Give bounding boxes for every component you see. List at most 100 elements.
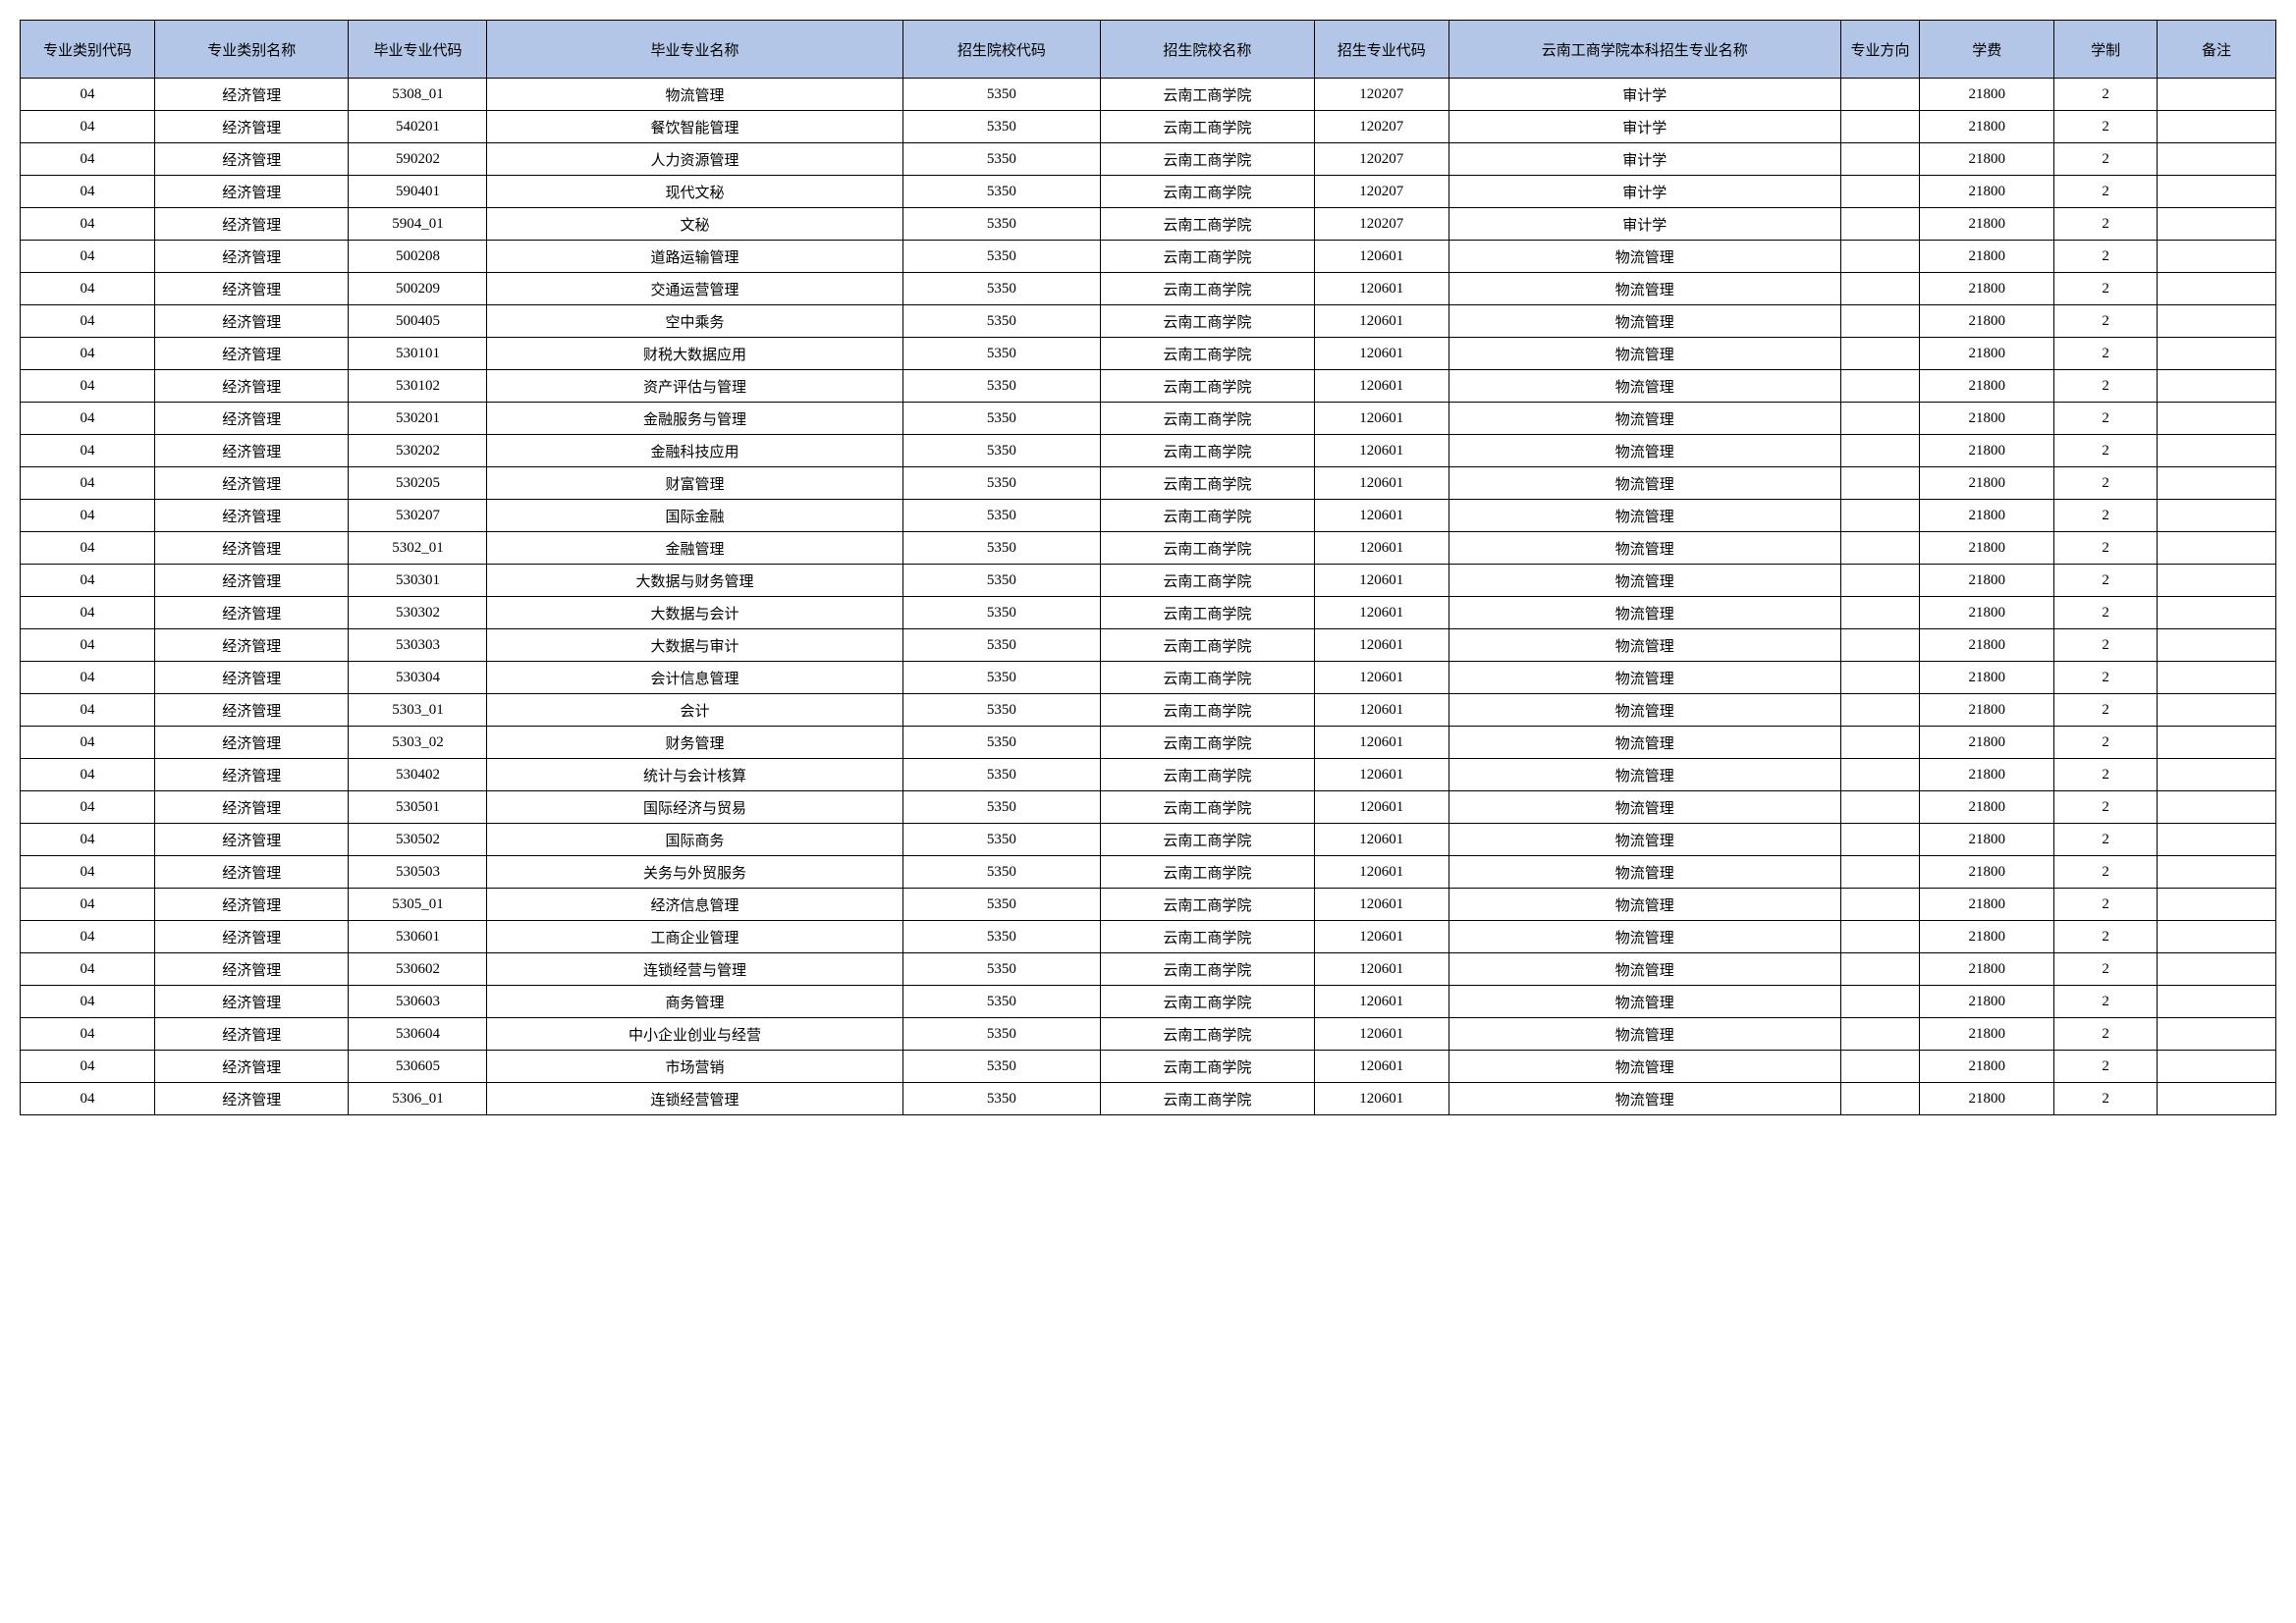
table-cell: 5350 — [902, 856, 1100, 889]
table-row: 04经济管理5305_01经济信息管理5350云南工商学院120601物流管理2… — [21, 889, 2276, 921]
table-cell: 云南工商学院 — [1101, 143, 1315, 176]
table-row: 04经济管理530304会计信息管理5350云南工商学院120601物流管理21… — [21, 662, 2276, 694]
table-cell: 21800 — [1920, 208, 2054, 241]
table-cell — [1840, 241, 1920, 273]
table-cell: 530601 — [349, 921, 487, 953]
table-cell: 云南工商学院 — [1101, 759, 1315, 791]
table-cell — [2158, 1051, 2276, 1083]
table-cell: 经济管理 — [155, 532, 349, 565]
table-cell: 工商企业管理 — [487, 921, 902, 953]
table-cell — [1840, 1018, 1920, 1051]
table-cell: 2 — [2054, 1018, 2158, 1051]
table-cell: 物流管理 — [487, 79, 902, 111]
table-cell: 经济管理 — [155, 467, 349, 500]
table-cell: 云南工商学院 — [1101, 79, 1315, 111]
table-cell: 120601 — [1314, 565, 1449, 597]
table-cell: 物流管理 — [1449, 467, 1840, 500]
table-cell: 21800 — [1920, 241, 2054, 273]
table-cell: 经济管理 — [155, 986, 349, 1018]
table-cell — [1840, 79, 1920, 111]
table-cell: 2 — [2054, 1051, 2158, 1083]
table-cell: 经济管理 — [155, 500, 349, 532]
table-row: 04经济管理530603商务管理5350云南工商学院120601物流管理2180… — [21, 986, 2276, 1018]
table-cell: 2 — [2054, 565, 2158, 597]
table-cell: 云南工商学院 — [1101, 921, 1315, 953]
table-cell — [1840, 921, 1920, 953]
table-cell: 经济信息管理 — [487, 889, 902, 921]
table-cell: 5350 — [902, 500, 1100, 532]
table-cell: 经济管理 — [155, 759, 349, 791]
table-cell: 21800 — [1920, 727, 2054, 759]
table-cell: 云南工商学院 — [1101, 629, 1315, 662]
table-cell: 5308_01 — [349, 79, 487, 111]
table-cell: 经济管理 — [155, 824, 349, 856]
table-cell: 云南工商学院 — [1101, 889, 1315, 921]
table-cell: 2 — [2054, 597, 2158, 629]
table-cell: 经济管理 — [155, 435, 349, 467]
table-cell — [2158, 953, 2276, 986]
table-cell: 2 — [2054, 370, 2158, 403]
table-cell: 540201 — [349, 111, 487, 143]
table-cell: 04 — [21, 338, 155, 370]
table-cell: 物流管理 — [1449, 791, 1840, 824]
table-cell: 21800 — [1920, 889, 2054, 921]
table-cell: 21800 — [1920, 532, 2054, 565]
table-row: 04经济管理5303_01会计5350云南工商学院120601物流管理21800… — [21, 694, 2276, 727]
table-cell — [1840, 953, 1920, 986]
table-cell: 04 — [21, 791, 155, 824]
column-header: 云南工商学院本科招生专业名称 — [1449, 21, 1840, 79]
table-cell: 120207 — [1314, 208, 1449, 241]
table-cell: 会计信息管理 — [487, 662, 902, 694]
table-cell: 120601 — [1314, 824, 1449, 856]
table-cell: 云南工商学院 — [1101, 241, 1315, 273]
table-cell: 经济管理 — [155, 629, 349, 662]
table-cell: 5303_01 — [349, 694, 487, 727]
table-cell: 21800 — [1920, 921, 2054, 953]
table-cell: 物流管理 — [1449, 435, 1840, 467]
table-cell: 120601 — [1314, 1051, 1449, 1083]
table-cell: 120601 — [1314, 338, 1449, 370]
table-cell — [2158, 370, 2276, 403]
table-cell: 5302_01 — [349, 532, 487, 565]
table-cell: 财富管理 — [487, 467, 902, 500]
column-header: 招生院校名称 — [1101, 21, 1315, 79]
table-cell — [1840, 305, 1920, 338]
table-cell: 04 — [21, 370, 155, 403]
table-cell: 5350 — [902, 338, 1100, 370]
table-cell — [1840, 176, 1920, 208]
table-cell: 物流管理 — [1449, 953, 1840, 986]
table-cell: 2 — [2054, 532, 2158, 565]
table-cell — [1840, 727, 1920, 759]
table-cell: 云南工商学院 — [1101, 1083, 1315, 1115]
table-cell: 云南工商学院 — [1101, 111, 1315, 143]
table-cell: 04 — [21, 111, 155, 143]
table-cell: 云南工商学院 — [1101, 791, 1315, 824]
table-cell: 04 — [21, 856, 155, 889]
table-cell — [1840, 532, 1920, 565]
table-cell: 21800 — [1920, 1051, 2054, 1083]
table-cell — [2158, 305, 2276, 338]
table-cell: 120601 — [1314, 727, 1449, 759]
table-row: 04经济管理530302大数据与会计5350云南工商学院120601物流管理21… — [21, 597, 2276, 629]
table-cell: 经济管理 — [155, 856, 349, 889]
table-cell: 04 — [21, 759, 155, 791]
table-cell: 2 — [2054, 953, 2158, 986]
table-row: 04经济管理530205财富管理5350云南工商学院120601物流管理2180… — [21, 467, 2276, 500]
table-cell: 5350 — [902, 889, 1100, 921]
table-cell: 经济管理 — [155, 694, 349, 727]
table-cell: 21800 — [1920, 467, 2054, 500]
table-cell: 大数据与财务管理 — [487, 565, 902, 597]
table-cell: 530207 — [349, 500, 487, 532]
table-cell: 530605 — [349, 1051, 487, 1083]
table-cell: 21800 — [1920, 1083, 2054, 1115]
table-cell: 590401 — [349, 176, 487, 208]
table-cell: 530603 — [349, 986, 487, 1018]
table-cell — [1840, 111, 1920, 143]
table-cell: 5350 — [902, 1083, 1100, 1115]
table-cell: 04 — [21, 305, 155, 338]
table-cell — [2158, 1018, 2276, 1051]
table-cell: 590202 — [349, 143, 487, 176]
table-cell: 经济管理 — [155, 370, 349, 403]
table-cell: 120601 — [1314, 1018, 1449, 1051]
table-cell: 120601 — [1314, 953, 1449, 986]
